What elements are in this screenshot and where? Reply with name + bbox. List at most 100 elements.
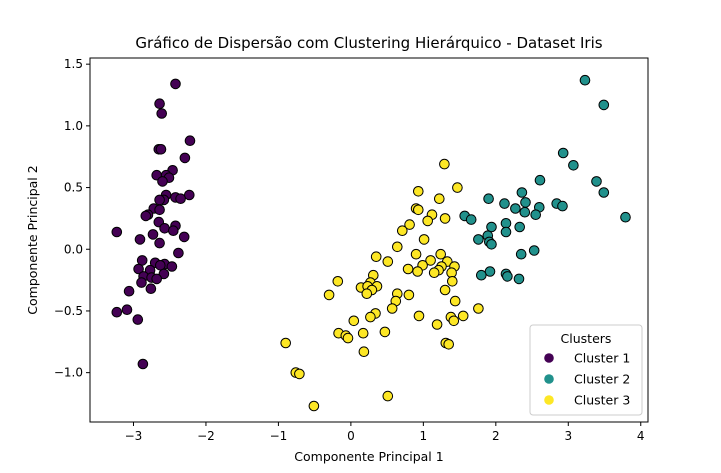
data-point (449, 295, 461, 307)
data-point (443, 339, 455, 350)
data-point (591, 176, 602, 187)
data-point (184, 135, 196, 146)
legend-entry: Cluster 1 (574, 351, 630, 366)
data-point (392, 241, 403, 253)
data-point (431, 319, 443, 330)
data-point (170, 78, 181, 90)
data-point (502, 271, 513, 282)
x-axis-ticks: −3 −2 −1 0 1 2 3 4 (125, 422, 645, 443)
data-point (168, 225, 179, 236)
y-tick-label: −1.0 (54, 366, 83, 380)
data-point (365, 311, 376, 323)
data-point (439, 158, 450, 170)
data-point (166, 261, 178, 272)
data-point (145, 283, 157, 295)
data-point (473, 234, 484, 245)
data-point (457, 310, 469, 322)
y-tick-label: 0.5 (64, 181, 83, 195)
data-point (136, 277, 147, 288)
data-point (386, 303, 398, 314)
data-point (332, 276, 344, 287)
legend-frame (529, 324, 643, 416)
data-point (510, 203, 521, 214)
data-point (294, 368, 305, 380)
data-point (154, 194, 165, 206)
x-tick-label: −3 (125, 429, 143, 443)
x-tick-label: 0 (347, 429, 355, 443)
data-point (121, 304, 133, 316)
data-point (323, 289, 335, 301)
data-point (557, 147, 569, 159)
data-point (568, 160, 579, 171)
x-tick-label: 1 (420, 429, 428, 443)
data-point (379, 326, 391, 338)
y-axis-ticks: −1.0 −0.5 0.0 0.5 1.0 1.5 (54, 57, 90, 380)
data-point (413, 186, 424, 197)
data-point (137, 358, 149, 370)
data-point (476, 269, 487, 281)
data-point (342, 332, 354, 344)
x-tick-label: 2 (492, 429, 500, 443)
data-point (154, 204, 165, 216)
data-point (410, 248, 422, 260)
data-point (598, 99, 610, 111)
data-point (499, 198, 510, 209)
legend: Clusters Cluster 1 Cluster 2 Cluster 3 (529, 324, 643, 416)
data-point (402, 263, 414, 275)
data-point (500, 226, 512, 238)
data-point (516, 187, 528, 198)
y-tick-label: 0.0 (64, 242, 83, 256)
data-point (382, 390, 394, 402)
data-points (111, 74, 631, 412)
data-point (397, 225, 408, 236)
data-point (280, 337, 292, 349)
data-point (422, 215, 434, 227)
data-point (348, 315, 360, 327)
data-point (357, 327, 369, 339)
x-tick-label: −2 (197, 429, 215, 443)
data-point (155, 144, 167, 155)
data-point (178, 231, 190, 243)
data-point (175, 193, 186, 204)
data-point (123, 285, 135, 297)
data-point (519, 206, 531, 218)
data-point (308, 400, 320, 412)
data-point (156, 108, 167, 119)
data-point (425, 255, 436, 266)
data-point (147, 229, 159, 240)
chart-title: Gráfico de Dispersão com Clustering Hier… (135, 34, 602, 52)
data-point (134, 234, 146, 245)
data-point (465, 214, 477, 225)
data-point (179, 152, 191, 164)
data-point (534, 174, 546, 186)
y-axis-label: Componente Principal 2 (25, 165, 40, 314)
data-point (439, 284, 451, 296)
x-tick-label: −1 (270, 429, 288, 443)
data-point (111, 306, 123, 318)
data-point (557, 200, 568, 212)
legend-title: Clusters (561, 331, 612, 346)
data-point (473, 303, 484, 314)
data-point (413, 310, 425, 322)
data-point (448, 315, 460, 327)
data-point (500, 218, 512, 229)
legend-marker (544, 395, 554, 405)
data-point (358, 346, 370, 358)
data-point (184, 189, 195, 201)
data-point (132, 314, 144, 325)
y-tick-label: 1.0 (64, 119, 83, 133)
legend-entry: Cluster 3 (574, 393, 630, 408)
data-point (434, 193, 445, 204)
data-point (158, 268, 170, 280)
legend-marker (544, 374, 554, 384)
data-point (159, 223, 170, 234)
data-point (439, 213, 451, 224)
data-point (370, 251, 382, 263)
data-point (403, 289, 415, 301)
data-point (528, 245, 540, 256)
data-point (514, 221, 526, 233)
data-point (154, 237, 165, 249)
data-point (428, 267, 440, 279)
data-point (157, 176, 168, 187)
